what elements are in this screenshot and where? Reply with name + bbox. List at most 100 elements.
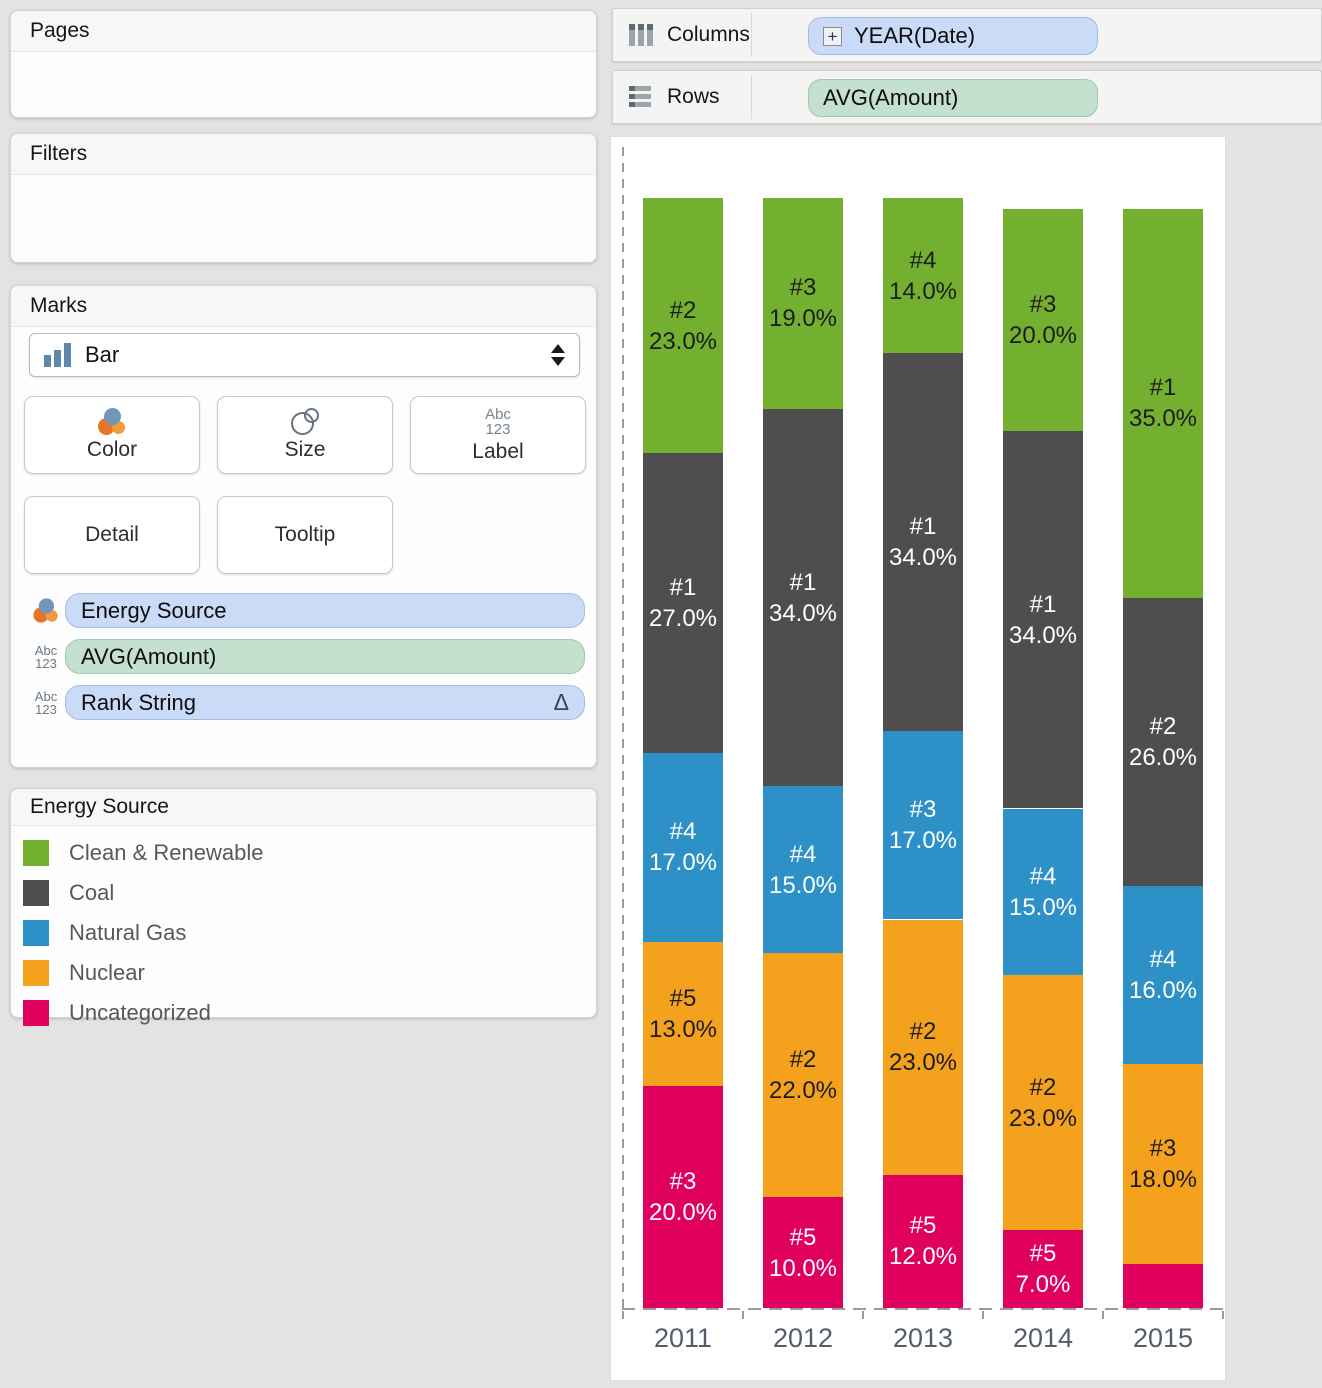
bar-segment-2011-clean-renewable[interactable]: #2 23.0%	[643, 198, 723, 454]
segment-percent-label: 12.0%	[888, 1243, 958, 1271]
bar-segment-2014-coal[interactable]: #1 34.0%	[1003, 431, 1083, 809]
pill-rows-avg-amount[interactable]: AVG(Amount)	[808, 79, 1098, 117]
segment-percent-label: 19.0%	[768, 305, 838, 333]
segment-percent-label: 20.0%	[648, 1199, 718, 1226]
energy-source-legend: Energy Source Clean & Renewable Coal Natur…	[10, 788, 597, 1026]
filters-card: Filters	[10, 133, 597, 263]
pill-energy-source[interactable]: Energy Source	[65, 593, 585, 628]
pill-year-date-label: YEAR(Date)	[854, 23, 976, 48]
x-axis-label-2015[interactable]: 2015	[1132, 1323, 1194, 1353]
segment-rank-label: #4	[909, 246, 937, 274]
pill-year-date[interactable]: + YEAR(Date)	[808, 17, 1098, 55]
bar-chart-icon	[44, 343, 71, 367]
x-axis-label-2012[interactable]: 2012	[772, 1323, 834, 1353]
bar-segment-2013-uncategorized[interactable]: #5 12.0%	[883, 1174, 963, 1308]
segment-rank-label: #4	[669, 818, 697, 846]
columns-shelf-label: Columns	[667, 23, 750, 46]
y-axis-line	[622, 147, 624, 1308]
segment-rank-label: #2	[909, 1018, 937, 1046]
expand-icon[interactable]: +	[823, 26, 842, 46]
pill-avg-amount[interactable]: AVG(Amount)	[65, 639, 585, 674]
abc123-icon: Abc 123	[34, 642, 58, 671]
segment-percent-label: 15.0%	[768, 871, 838, 899]
bar-segment-2013-clean-renewable[interactable]: #4 14.0%	[883, 198, 963, 354]
x-axis-label-2014[interactable]: 2014	[1012, 1323, 1074, 1353]
size-button[interactable]: Size	[217, 396, 393, 474]
bar-segment-2011-uncategorized[interactable]: #3 20.0%	[643, 1086, 723, 1308]
legend-item[interactable]: Nuclear	[11, 953, 596, 993]
segment-rank-label: #2	[1149, 712, 1177, 740]
pages-card: Pages	[10, 10, 597, 118]
legend-swatch-icon	[23, 1000, 49, 1026]
segment-percent-label: 17.0%	[648, 849, 718, 877]
color-button[interactable]: Color	[24, 396, 200, 474]
legend-swatch-icon	[23, 920, 49, 946]
rows-shelf: Rows AVG(Amount)	[612, 70, 1322, 124]
legend-item-label: Coal	[69, 880, 115, 905]
x-axis-label-2011[interactable]: 2011	[653, 1323, 713, 1353]
x-axis-line	[622, 1308, 1224, 1310]
bar-segment-2014-natural-gas[interactable]: #4 15.0%	[1003, 808, 1083, 975]
segment-rank-label: #4	[1149, 945, 1177, 973]
bar-segment-2014-uncategorized[interactable]: #5 7.0%	[1003, 1230, 1083, 1308]
pill-rows-avg-amount-label: AVG(Amount)	[823, 85, 959, 110]
bar-segment-2011-natural-gas[interactable]: #4 17.0%	[643, 753, 723, 942]
segment-rank-label: #3	[789, 274, 817, 302]
segment-percent-label: 23.0%	[888, 1049, 958, 1077]
mark-type-dropdown[interactable]: Bar	[29, 333, 580, 377]
detail-button[interactable]: Detail	[24, 496, 200, 574]
detail-button-label: Detail	[85, 523, 139, 546]
bar-segment-2013-coal[interactable]: #1 34.0%	[883, 353, 963, 731]
bar-segment-2012-clean-renewable[interactable]: #3 19.0%	[763, 198, 843, 409]
segment-percent-label: 34.0%	[888, 544, 958, 572]
legend-item-label: Clean & Renewable	[69, 840, 264, 865]
rows-shelf-label: Rows	[667, 85, 720, 108]
dropdown-spinner-icon[interactable]	[551, 344, 565, 366]
size-button-label: Size	[284, 438, 326, 461]
bar-segment-2015-natural-gas[interactable]: #4 16.0%	[1123, 886, 1203, 1064]
bar-segment-2015-clean-renewable[interactable]: #1 35.0%	[1123, 209, 1203, 598]
legend-item[interactable]: Clean & Renewable	[11, 833, 596, 873]
bar-segment-2011-coal[interactable]: #1 27.0%	[643, 453, 723, 753]
segment-percent-label: 10.0%	[768, 1254, 838, 1282]
segment-rank-label: #1	[789, 568, 817, 596]
bar-segment-2015-nuclear[interactable]: #3 18.0%	[1123, 1063, 1203, 1264]
segment-percent-label: 18.0%	[1128, 1165, 1198, 1193]
legend-item[interactable]: Coal	[11, 873, 596, 913]
shelf-divider	[751, 75, 752, 119]
segment-rank-label: #3	[909, 796, 937, 824]
bar-segment-2014-clean-renewable[interactable]: #3 20.0%	[1003, 209, 1083, 432]
legend-swatch-icon	[23, 840, 49, 866]
segment-percent-label: 26.0%	[1128, 743, 1198, 771]
marks-card-title: Marks	[11, 286, 596, 327]
columns-shelf: Columns + YEAR(Date)	[612, 8, 1322, 62]
segment-percent-label: 16.0%	[1128, 976, 1198, 1004]
x-axis-label-2013[interactable]: 2013	[892, 1323, 954, 1353]
color-button-label: Color	[86, 438, 138, 461]
legend-title: Energy Source	[11, 789, 596, 826]
segment-rank-label: #5	[909, 1212, 937, 1240]
tooltip-button[interactable]: Tooltip	[217, 496, 393, 574]
bar-segment-2013-natural-gas[interactable]: #3 17.0%	[883, 730, 963, 920]
bar-segment-2012-uncategorized[interactable]: #5 10.0%	[763, 1197, 843, 1308]
segment-percent-label: 22.0%	[768, 1076, 838, 1104]
bar-segment-2014-nuclear[interactable]: #2 23.0%	[1003, 975, 1083, 1231]
legend-item[interactable]: Uncategorized	[11, 993, 596, 1033]
bar-segment-2012-coal[interactable]: #1 34.0%	[763, 408, 843, 787]
label-button[interactable]: Abc 123 Label	[410, 396, 586, 474]
bar-segment-2012-natural-gas[interactable]: #4 15.0%	[763, 786, 843, 953]
segment-rank-label: #1	[1149, 374, 1177, 402]
bar-segment-2013-nuclear[interactable]: #2 23.0%	[883, 919, 963, 1175]
bar-segment-2015-coal[interactable]: #2 26.0%	[1123, 597, 1203, 887]
x-axis-tick	[862, 1311, 864, 1319]
pill-rank-string[interactable]: Rank String Δ	[65, 685, 585, 720]
legend-item[interactable]: Natural Gas	[11, 913, 596, 953]
segment-rank-label: #2	[789, 1045, 817, 1073]
mark-type-value: Bar	[85, 342, 120, 367]
segment-percent-label: 13.0%	[648, 1015, 718, 1043]
bar-segment-2012-nuclear[interactable]: #2 22.0%	[763, 952, 843, 1197]
legend-items: Clean & Renewable Coal Natural Gas Nuclear U…	[11, 826, 596, 1033]
abc123-icon: Abc 123	[485, 405, 511, 438]
bar-segment-2015-uncategorized[interactable]	[1123, 1263, 1203, 1308]
bar-segment-2011-nuclear[interactable]: #5 13.0%	[643, 941, 723, 1086]
